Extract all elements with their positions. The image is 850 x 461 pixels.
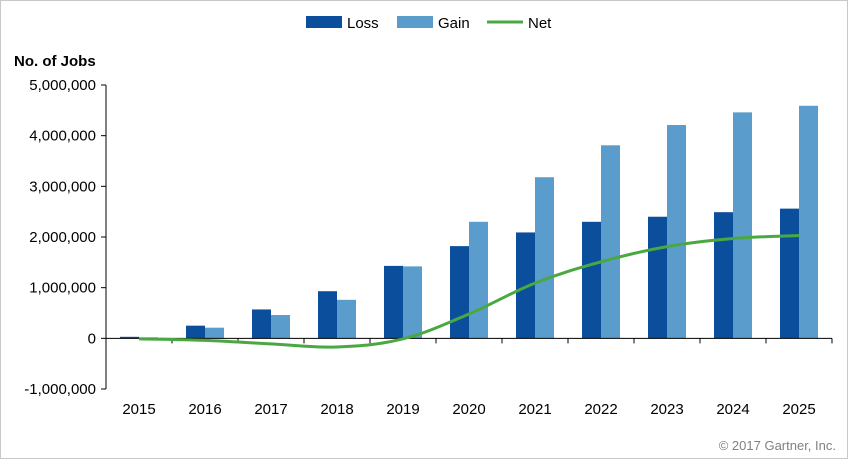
bar-loss [318, 291, 337, 339]
legend-label-gain: Gain [438, 15, 470, 32]
x-tick-label: 2024 [716, 401, 749, 418]
x-tick-label: 2019 [386, 401, 419, 418]
bar-loss [120, 336, 139, 339]
bar-gain [667, 125, 686, 339]
x-tick-label: 2015 [122, 401, 155, 418]
bar-gain [601, 145, 620, 339]
y-axis-title: No. of Jobs [14, 53, 96, 70]
x-tick-label: 2022 [584, 401, 617, 418]
x-tick-label: 2025 [782, 401, 815, 418]
legend-label-loss: Loss [347, 15, 379, 32]
legend-swatch-loss [306, 16, 342, 28]
bar-gain [337, 299, 356, 339]
y-tick-label: 5,000,000 [29, 77, 96, 94]
bar-loss [714, 212, 733, 339]
bar-gain [733, 112, 752, 339]
bar-gain [403, 266, 422, 339]
copyright-notice: © 2017 Gartner, Inc. [718, 438, 836, 453]
bar-loss [780, 208, 799, 339]
x-tick-label: 2021 [518, 401, 551, 418]
legend-swatch-gain [397, 16, 433, 28]
y-tick-label: 2,000,000 [29, 229, 96, 246]
x-tick-label: 2023 [650, 401, 683, 418]
bar-loss [450, 246, 469, 339]
x-tick-label: 2020 [452, 401, 485, 418]
x-tick-label: 2016 [188, 401, 221, 418]
x-tick-label: 2018 [320, 401, 353, 418]
bar-gain [271, 315, 290, 339]
bar-gain [799, 105, 818, 339]
x-tick-label: 2017 [254, 401, 287, 418]
y-tick-label: -1,000,000 [24, 381, 96, 398]
y-tick-label: 4,000,000 [29, 128, 96, 145]
legend-label-net: Net [528, 15, 552, 32]
bar-gain [469, 221, 488, 339]
bar-gain [205, 327, 224, 339]
bar-loss [384, 265, 403, 339]
y-tick-label: 1,000,000 [29, 280, 96, 297]
bar-loss [516, 232, 535, 339]
bar-loss [252, 309, 271, 339]
bar-loss [648, 216, 667, 339]
y-tick-label: 3,000,000 [29, 178, 96, 195]
bar-loss [582, 221, 601, 339]
bar-loss [186, 325, 205, 339]
bar-gain [535, 177, 554, 339]
y-tick-label: 0 [88, 330, 96, 347]
